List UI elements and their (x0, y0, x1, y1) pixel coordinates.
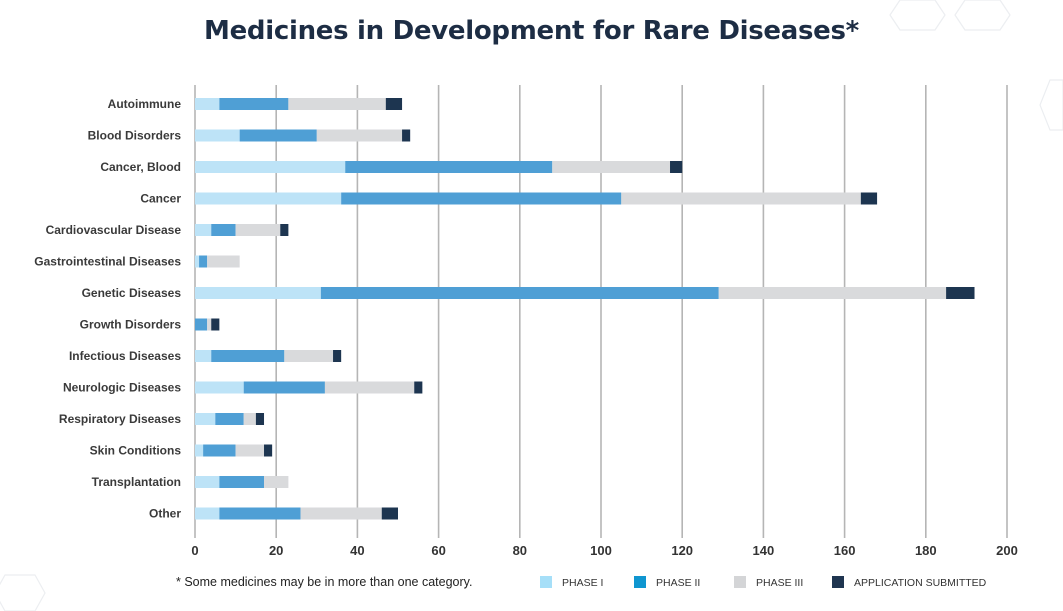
category-label: Growth Disorders (80, 318, 182, 332)
bar-segment-phase-iii (235, 224, 281, 236)
bar-segment-application-submitted (280, 224, 289, 236)
x-tick-label: 180 (915, 543, 937, 558)
bar-segment-phase-iii (288, 98, 386, 110)
bar-segment-phase-iii (264, 476, 289, 488)
category-label: Respiratory Diseases (59, 412, 181, 426)
bar-segment-application-submitted (670, 161, 683, 173)
bar-segment-phase-ii (203, 444, 236, 457)
x-tick-label: 160 (834, 543, 856, 558)
bar-segment-phase-ii (239, 129, 317, 142)
category-label: Transplantation (92, 475, 181, 489)
bar-segment-phase-ii (320, 287, 719, 299)
bar-segment-application-submitted (860, 192, 878, 205)
bar-segment-phase-i (195, 507, 220, 520)
bar-segment-phase-ii (243, 381, 325, 394)
bar-segment-phase-i (195, 98, 220, 110)
bar-segment-phase-iii (207, 318, 212, 331)
bar-segment-phase-ii (195, 318, 208, 331)
x-tick-label: 80 (513, 543, 527, 558)
bar-segment-phase-iii (621, 192, 861, 205)
bar-segment-phase-i (195, 444, 204, 457)
bar-segment-phase-ii (215, 413, 244, 425)
x-tick-label: 120 (671, 543, 693, 558)
legend-label: APPLICATION SUBMITTED (854, 577, 987, 589)
x-tick-label: 60 (431, 543, 445, 558)
legend-swatch (832, 576, 844, 588)
bar-segment-phase-ii (219, 507, 301, 520)
bar-segment-application-submitted (414, 381, 423, 394)
legend-swatch (540, 576, 552, 588)
bar-segment-phase-iii (284, 350, 334, 362)
bar-segment-phase-iii (316, 129, 403, 142)
chart-title: Medicines in Development for Rare Diseas… (204, 16, 859, 46)
category-label: Blood Disorders (88, 129, 182, 143)
bar-segment-phase-ii (219, 476, 265, 488)
bar-segment-phase-iii (243, 413, 256, 425)
legend-label: PHASE II (656, 577, 700, 589)
bar-segment-phase-ii (211, 350, 285, 362)
bar-segment-phase-i (195, 192, 342, 205)
legend-swatch (734, 576, 746, 588)
x-tick-label: 140 (753, 543, 775, 558)
bar-segment-application-submitted (255, 413, 265, 425)
bar-segment-application-submitted (946, 287, 975, 299)
bar-segment-phase-iii (718, 287, 947, 299)
bar-segment-phase-i (195, 161, 346, 173)
x-tick-label: 0 (191, 543, 198, 558)
bar-segment-phase-i (195, 129, 240, 142)
bar-segment-phase-i (195, 255, 200, 268)
category-label: Skin Conditions (90, 444, 182, 458)
bar-segment-phase-i (195, 224, 212, 236)
category-label: Autoimmune (108, 97, 182, 111)
category-label: Cardiovascular Disease (46, 223, 182, 237)
bar-segment-application-submitted (381, 507, 398, 520)
x-tick-label: 200 (996, 543, 1018, 558)
bar-segment-application-submitted (264, 444, 273, 457)
bar-segment-phase-iii (300, 507, 382, 520)
bar-segment-phase-iii (552, 161, 671, 173)
bar-segment-application-submitted (402, 129, 411, 142)
bar-segment-phase-i (195, 287, 321, 299)
category-label: Cancer (140, 192, 181, 206)
bar-segment-phase-i (195, 413, 216, 425)
bar-segment-phase-i (195, 350, 212, 362)
bar-segment-application-submitted (385, 98, 403, 110)
bar-segment-phase-iii (207, 255, 240, 268)
bar-segment-phase-i (195, 381, 244, 394)
bar-segment-phase-ii (345, 161, 553, 173)
bar-segment-phase-iii (235, 444, 265, 457)
legend-swatch (634, 576, 646, 588)
bar-segment-phase-ii (199, 255, 208, 268)
legend-label: PHASE III (756, 577, 803, 589)
bar-segment-phase-ii (341, 192, 622, 205)
bar-segment-phase-i (195, 476, 220, 488)
category-label: Gastrointestinal Diseases (34, 255, 181, 269)
bar-segment-phase-ii (219, 98, 289, 110)
category-label: Infectious Diseases (69, 349, 181, 363)
footnote: * Some medicines may be in more than one… (176, 575, 472, 589)
legend: PHASE I PHASE II PHASE III APPLICATION SUBM… (540, 576, 987, 589)
bar-segment-phase-iii (324, 381, 415, 394)
x-tick-label: 40 (350, 543, 364, 558)
x-tick-label: 100 (590, 543, 612, 558)
category-label: Genetic Diseases (82, 286, 182, 300)
legend-label: PHASE I (562, 577, 603, 589)
bar-segment-application-submitted (333, 350, 342, 362)
category-label: Neurologic Diseases (63, 381, 181, 395)
category-label: Cancer, Blood (100, 160, 181, 174)
bar-segment-application-submitted (211, 318, 220, 331)
category-label: Other (149, 507, 181, 521)
bar-segment-phase-ii (211, 224, 236, 236)
x-tick-label: 20 (269, 543, 283, 558)
